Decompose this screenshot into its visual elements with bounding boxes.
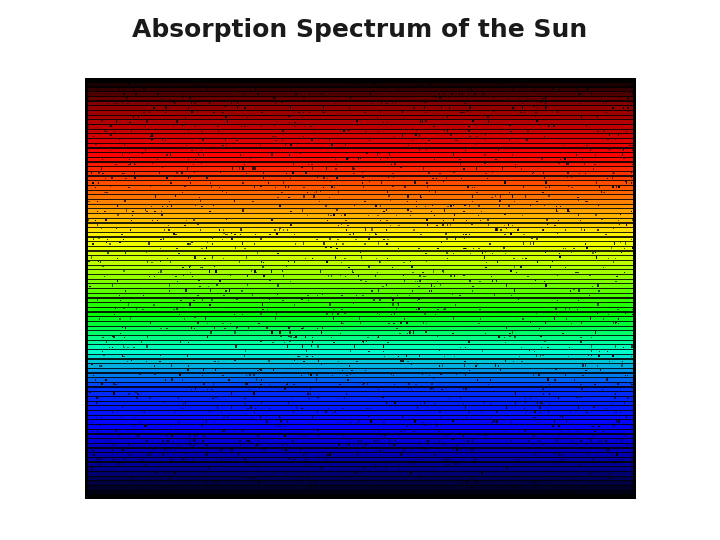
Text: Absorption Spectrum of the Sun: Absorption Spectrum of the Sun [132,18,588,42]
